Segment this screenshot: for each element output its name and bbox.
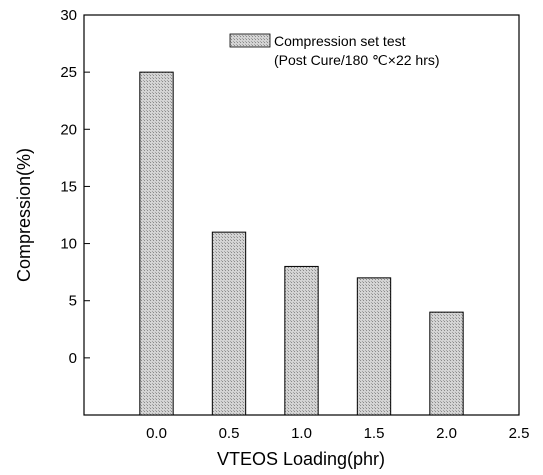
y-tick-label: 20 xyxy=(60,121,77,138)
x-tick-label: 2.0 xyxy=(436,425,457,442)
bar xyxy=(211,231,247,416)
y-tick-label: 30 xyxy=(60,7,77,24)
legend: Compression set test (Post Cure/180 ℃×22… xyxy=(229,33,440,68)
legend-sublabel: (Post Cure/180 ℃×22 hrs) xyxy=(274,52,440,68)
x-tick-label: 0.5 xyxy=(219,425,240,442)
y-tick-label: 10 xyxy=(60,236,77,253)
x-axis-title: VTEOS Loading(phr) xyxy=(217,449,385,469)
y-tick-label: 15 xyxy=(60,178,77,195)
x-tick-label: 0.0 xyxy=(146,425,167,442)
y-tick-label: 0 xyxy=(69,350,77,367)
bar-series xyxy=(139,71,464,416)
bar xyxy=(284,265,319,416)
x-tick-label: 1.5 xyxy=(364,425,385,442)
x-tick-label: 2.5 xyxy=(509,425,530,442)
y-axis-ticks: 0 5 10 15 20 25 30 xyxy=(60,7,90,367)
y-axis-title: Compression(%) xyxy=(14,148,34,282)
bar xyxy=(139,71,174,416)
legend-swatch xyxy=(229,33,271,48)
bar xyxy=(356,277,392,416)
bar xyxy=(429,311,464,416)
y-tick-label: 25 xyxy=(60,64,77,81)
y-tick-label: 5 xyxy=(69,293,77,310)
x-tick-label: 1.0 xyxy=(291,425,312,442)
x-axis-ticks: 0.0 0.5 1.0 1.5 2.0 2.5 xyxy=(146,409,529,442)
legend-label: Compression set test xyxy=(274,33,406,49)
